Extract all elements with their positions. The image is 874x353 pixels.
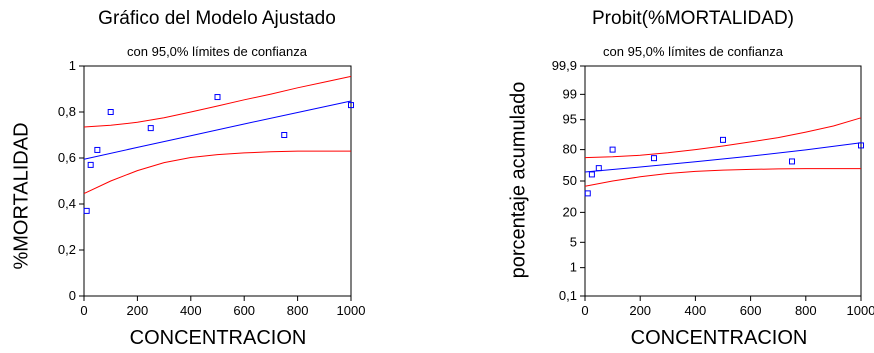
data-point — [584, 190, 591, 197]
x-tick-label: 800 — [287, 303, 309, 318]
data-point — [214, 94, 221, 101]
fitted-line — [83, 100, 352, 160]
y-tick-label: 5 — [570, 234, 577, 249]
chart-panel-probit: Probit(%MORTALIDAD) con 95,0% límites de… — [437, 0, 874, 353]
chart-subtitle: con 95,0% límites de confianza — [603, 44, 783, 59]
y-tick-label: 0,4 — [58, 196, 76, 211]
x-tick-label: 0 — [581, 303, 588, 318]
y-tick-label: 1 — [570, 260, 577, 275]
y-tick-label: 80 — [563, 142, 577, 157]
lower-confidence-limit — [584, 168, 861, 187]
chart-title: Gráfico del Modelo Ajustado — [98, 8, 336, 29]
x-tick-label: 800 — [795, 303, 817, 318]
y-tick-label: 99,9 — [552, 58, 577, 73]
data-point — [107, 109, 114, 115]
chart-panel-fitted-model: Gráfico del Modelo Ajustado con 95,0% lí… — [11, 8, 366, 349]
data-point — [83, 207, 90, 214]
y-tick-label: 0,8 — [58, 104, 76, 119]
y-tick-label: 1 — [69, 58, 76, 73]
y-tick-label: 0,6 — [58, 150, 76, 165]
y-tick-label: 99 — [563, 86, 577, 101]
y-tick-label: 95 — [563, 112, 577, 127]
y-tick-label: 20 — [563, 204, 577, 219]
x-tick-label: 200 — [629, 303, 651, 318]
data-point — [87, 161, 94, 168]
plot-frame — [584, 65, 862, 297]
data-point — [789, 158, 795, 165]
x-tick-label: 600 — [740, 303, 762, 318]
x-tick-label: 600 — [233, 303, 255, 318]
y-tick-label: 0,1 — [559, 288, 577, 303]
x-tick-label: 200 — [127, 303, 149, 318]
data-point — [281, 132, 288, 138]
plot-frame — [83, 65, 352, 297]
x-axis-label: CONCENTRACION — [630, 327, 808, 349]
plot-area: 0 0,2 0,4 0,6 0,8 1 0 200 400 600 800 1000 — [58, 58, 366, 318]
x-axis-label: CONCENTRACION — [129, 327, 307, 349]
y-tick-label: 0 — [69, 288, 76, 303]
data-point — [595, 165, 602, 172]
data-point — [651, 155, 657, 162]
chart-title: Probit(%MORTALIDAD) — [592, 8, 794, 29]
upper-confidence-limit — [584, 117, 862, 159]
y-tick-label: 50 — [563, 173, 577, 188]
data-point — [609, 146, 616, 153]
x-tick-label: 1000 — [337, 303, 366, 318]
upper-confidence-limit — [83, 75, 352, 128]
x-tick-label: 1000 — [847, 303, 874, 318]
data-point — [147, 125, 154, 132]
plot-area: 0,1 1 5 20 50 80 95 99 99,9 0 200 400 600 800 1000 — [552, 58, 874, 318]
data-point — [858, 142, 864, 149]
data-point — [94, 146, 101, 153]
x-tick-label: 400 — [685, 303, 707, 318]
data-point — [720, 136, 726, 143]
lower-confidence-limit — [83, 150, 351, 195]
chart-subtitle: con 95,0% límites de confianza — [127, 44, 307, 59]
fitted-line — [584, 142, 862, 173]
data-point — [348, 102, 354, 109]
y-tick-label: 0,2 — [58, 242, 76, 257]
x-tick-label: 0 — [80, 303, 87, 318]
data-point — [588, 171, 595, 178]
x-tick-label: 400 — [180, 303, 202, 318]
